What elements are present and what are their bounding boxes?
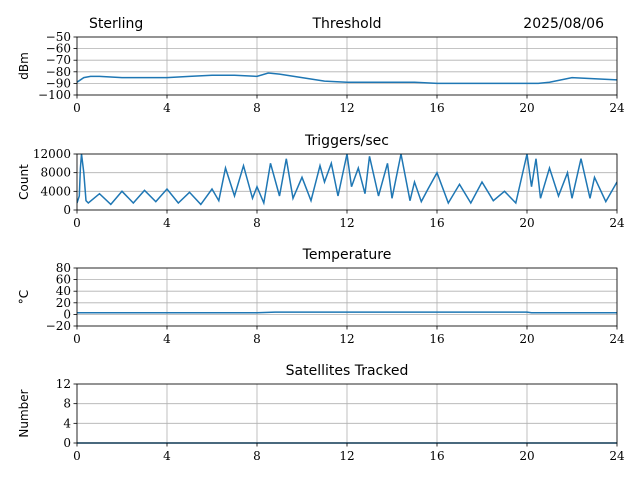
panel-title: Triggers/sec	[304, 133, 389, 149]
x-tick-label: 24	[609, 101, 625, 115]
y-axis-label: dBm	[17, 52, 31, 80]
series-line-0-0	[77, 72, 617, 85]
y-tick-label: −50	[46, 30, 71, 44]
y-tick-label: −90	[46, 76, 71, 90]
series-line-2-0	[77, 311, 617, 314]
x-tick-label: 20	[519, 101, 534, 115]
y-tick-label: 4	[63, 416, 71, 430]
panel-0: 0 4 8 12 16 20 24 −100−90−80−70−60−50 Threshold d…	[17, 16, 625, 115]
x-tick-label: 8	[253, 332, 261, 346]
x-tick-label: 16	[429, 101, 444, 115]
panel-3: 0 4 8 12 16 20 24 0 4 8 12 Satellites Tracked Number	[17, 363, 625, 463]
y-tick-label: −20	[46, 319, 71, 333]
x-tick-label: 8	[253, 449, 261, 463]
x-tick-label: 8	[253, 216, 261, 230]
x-tick-label: 20	[519, 216, 534, 230]
y-tick-label: 0	[63, 307, 71, 321]
y-tick-label: −100	[38, 88, 71, 102]
x-tick-label: 20	[519, 449, 534, 463]
x-tick-label: 0	[73, 101, 81, 115]
y-tick-label: 12	[56, 377, 71, 391]
station-name: Sterling	[89, 16, 143, 32]
panels: 0 4 8 12 16 20 24 −100−90−80−70−60−50 Threshold d…	[17, 16, 625, 463]
panel-title: Threshold	[312, 16, 382, 32]
y-tick-label: −80	[46, 65, 71, 79]
x-tick-label: 4	[163, 101, 171, 115]
y-tick-label: 80	[56, 261, 71, 275]
x-tick-label: 12	[339, 216, 354, 230]
x-tick-label: 16	[429, 449, 444, 463]
y-tick-label: 8	[63, 397, 71, 411]
x-tick-label: 8	[253, 101, 261, 115]
panel-1: 0 4 8 12 16 20 24 0 4000 8000 12000 Triggers/sec Cou…	[17, 133, 625, 230]
series-line-1-0	[77, 153, 617, 206]
x-tick-label: 0	[73, 449, 81, 463]
y-tick-label: −60	[46, 42, 71, 56]
x-tick-label: 0	[73, 216, 81, 230]
x-tick-label: 24	[609, 216, 625, 230]
x-tick-label: 24	[609, 449, 625, 463]
y-tick-label: 0	[63, 203, 71, 217]
y-axis-label: °C	[17, 290, 31, 304]
x-tick-label: 0	[73, 332, 81, 346]
x-tick-label: 20	[519, 332, 534, 346]
y-axis-label: Count	[17, 164, 31, 200]
panel-title: Temperature	[302, 247, 392, 263]
panel-title: Satellites Tracked	[286, 363, 409, 379]
x-tick-label: 16	[429, 216, 444, 230]
x-tick-label: 16	[429, 332, 444, 346]
x-tick-label: 12	[339, 449, 354, 463]
y-tick-label: −70	[46, 53, 71, 67]
x-tick-label: 24	[609, 332, 625, 346]
y-tick-label: 60	[56, 273, 71, 287]
y-tick-label: 0	[63, 436, 71, 450]
y-tick-label: 4000	[40, 184, 71, 198]
x-tick-label: 4	[163, 449, 171, 463]
y-axis-label: Number	[17, 389, 31, 437]
y-tick-label: 20	[56, 296, 71, 310]
x-tick-label: 12	[339, 101, 354, 115]
x-tick-label: 12	[339, 332, 354, 346]
date-label: 2025/08/06	[523, 16, 604, 32]
x-tick-label: 4	[163, 332, 171, 346]
y-tick-label: 12000	[33, 147, 71, 161]
x-tick-label: 4	[163, 216, 171, 230]
y-tick-label: 8000	[40, 166, 71, 180]
y-tick-label: 40	[56, 284, 71, 298]
